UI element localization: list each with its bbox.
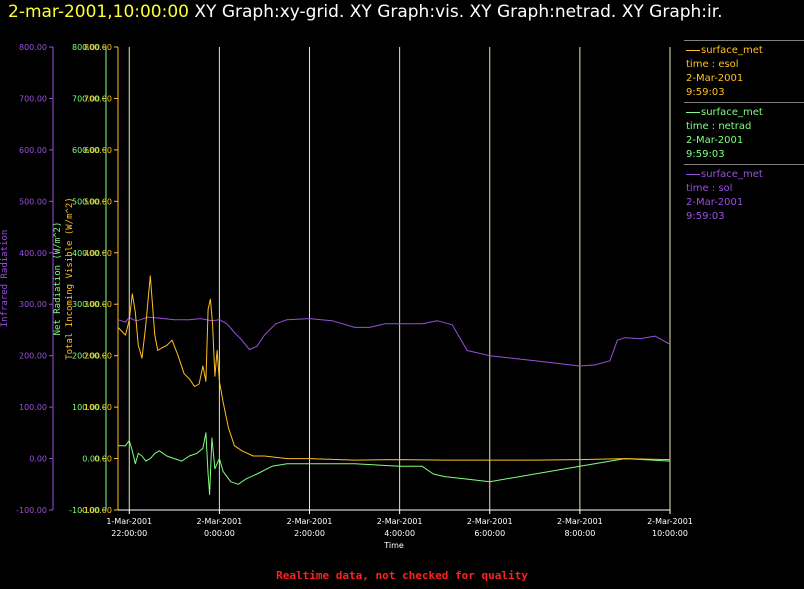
y-tick-label: 100.00 [84,403,112,412]
y-tick-label: 400.00 [19,249,47,258]
y-tick-label: 600.00 [84,146,112,155]
legend-clock: 9:59:03 [686,87,725,98]
series-line [117,316,671,367]
y-axis-label: Net Radiation (W/m^2) [53,222,63,336]
y-tick-label: 0.00 [29,455,47,464]
y-axis-label: Infrared Radiation [0,230,10,328]
y-tick-label: 700.00 [72,94,100,103]
x-tick-label: 2-Mar-2001 [557,517,603,526]
y-tick-label: 600.00 [19,146,47,155]
plot-area [117,275,671,496]
x-tick-label: 2-Mar-2001 [287,517,333,526]
y-tick-label: 600.00 [72,146,100,155]
x-axis-label: Time [383,541,404,550]
y-tick-label: 0.00 [94,455,112,464]
legend-time: time : netrad [686,121,752,132]
x-tick-label: 2-Mar-2001 [196,517,242,526]
legend-line-swatch [686,173,700,175]
y-tick-label: 700.00 [84,94,112,103]
series-line [117,275,671,461]
y-tick-label: -100.00 [81,506,112,515]
legend: surface_met time : esol 2-Mar-2001 9:59:03 s… [684,40,804,226]
y-tick-label: 800.00 [72,43,100,52]
y-tick-label: 400.00 [72,249,100,258]
x-tick-label: 2:00:00 [294,529,325,538]
y-tick-label: 0.00 [82,455,100,464]
x-tick-label: 0:00:00 [204,529,235,538]
legend-line-swatch [686,49,700,51]
y-tick-label: 200.00 [84,352,112,361]
legend-date: 2-Mar-2001 [686,73,744,84]
y-tick-label: 500.00 [84,197,112,206]
y-tick-label: 500.00 [72,197,100,206]
grid-lines [128,47,671,510]
legend-time: time : esol [686,59,739,70]
y-tick-label: 800.00 [19,43,47,52]
y-axes: 800.00 700.00 600.00 500.00 400.00 300.00 200.… [0,43,119,515]
y-tick-label: 300.00 [19,300,47,309]
x-tick-label: 8:00:00 [564,529,595,538]
y-tick-label: 300.00 [72,300,100,309]
legend-clock: 9:59:03 [686,211,725,222]
graph-title-bar: 2-mar-2001,10:00:00 XY Graph:xy-grid. XY… [8,2,723,22]
x-tick-label: 4:00:00 [384,529,415,538]
x-tick-label: 2-Mar-2001 [647,517,693,526]
timestamp: 2-mar-2001,10:00:00 [8,2,189,22]
y-tick-label: 800.00 [84,43,112,52]
y-tick-label: -100.00 [16,506,47,515]
y-tick-label: 200.00 [72,352,100,361]
y-tick-label: 200.00 [19,352,47,361]
legend-clock: 9:59:03 [686,149,725,160]
series-line [118,432,671,496]
graph-list: XY Graph:xy-grid. XY Graph:vis. XY Graph… [194,2,723,22]
y-tick-label: 500.00 [19,197,47,206]
legend-series-name: surface_met [701,45,763,56]
y-axis-label: Total Incoming Visible (W/m^2) [65,197,75,360]
y-tick-label: 300.00 [84,300,112,309]
y-tick-label: 100.00 [72,403,100,412]
x-tick-label: 10:00:00 [652,529,688,538]
x-tick-label: 1-Mar-2001 [106,517,152,526]
legend-time: time : sol [686,183,733,194]
x-tick-label: 22:00:00 [111,529,147,538]
legend-date: 2-Mar-2001 [686,135,744,146]
legend-line-swatch [686,111,700,113]
y-tick-label: -100.00 [69,506,100,515]
y-tick-label: 100.00 [19,403,47,412]
quality-note: Realtime data, not checked for quality [276,569,528,582]
x-tick-label: 2-Mar-2001 [377,517,423,526]
y-tick-label: 400.00 [84,249,112,258]
legend-series-name: surface_met [701,169,763,180]
legend-series-name: surface_met [701,107,763,118]
x-tick-label: 2-Mar-2001 [467,517,513,526]
x-tick-label: 6:00:00 [474,529,505,538]
y-tick-label: 700.00 [19,94,47,103]
x-axis: 1-Mar-2001 22:00:00 2-Mar-2001 0:00:00 2-Mar… [106,509,693,550]
legend-date: 2-Mar-2001 [686,197,744,208]
